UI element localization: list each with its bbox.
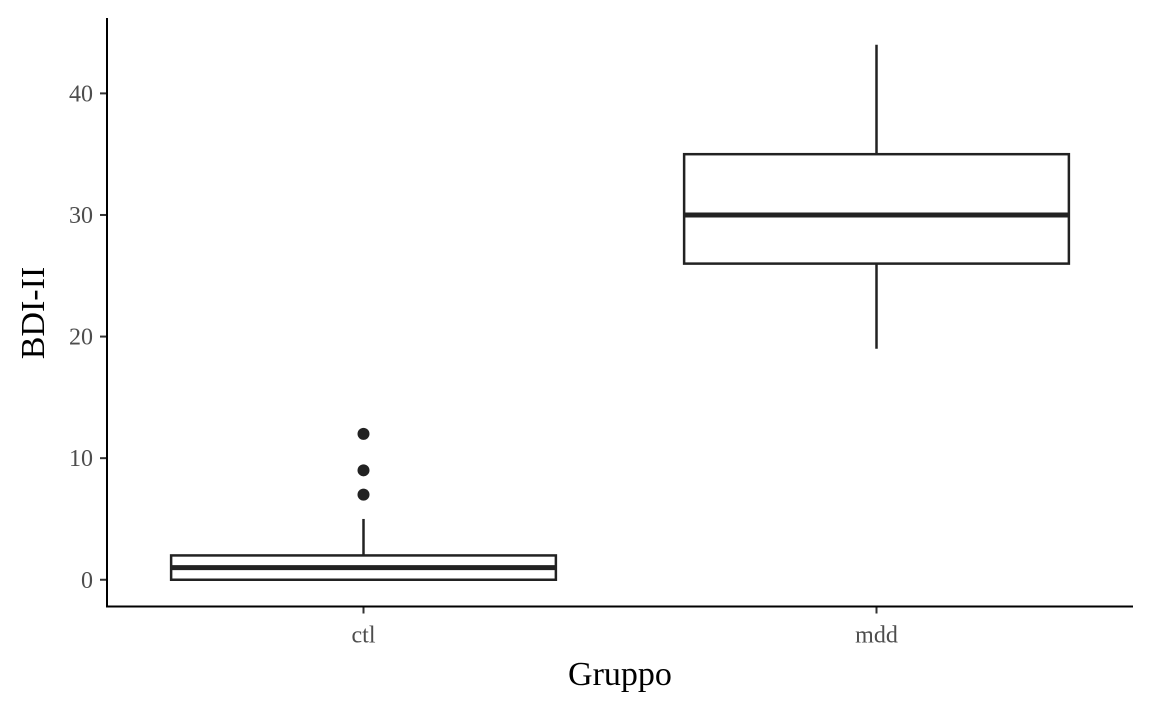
y-tick-label: 30 <box>69 203 93 229</box>
x-tick-label: ctl <box>352 623 376 649</box>
y-tick-label: 0 <box>81 568 93 594</box>
y-tick-label: 40 <box>69 81 93 107</box>
x-axis-title: Gruppo <box>568 656 672 693</box>
y-axis-title: BDI-II <box>15 267 52 360</box>
x-axis-ticks: ctl mdd <box>352 606 898 649</box>
y-axis-ticks: 0 10 20 30 40 <box>69 81 107 594</box>
y-tick-label: 20 <box>69 325 93 351</box>
x-tick-label: mdd <box>855 623 898 649</box>
box-iqr <box>682 152 1071 265</box>
outlier-point <box>357 464 370 477</box>
plot-marks <box>169 44 1071 582</box>
box-mdd <box>682 44 1071 349</box>
outlier-point <box>357 427 370 440</box>
y-tick-label: 10 <box>69 446 93 472</box>
box-ctl <box>169 427 558 582</box>
outlier-point <box>357 488 370 501</box>
